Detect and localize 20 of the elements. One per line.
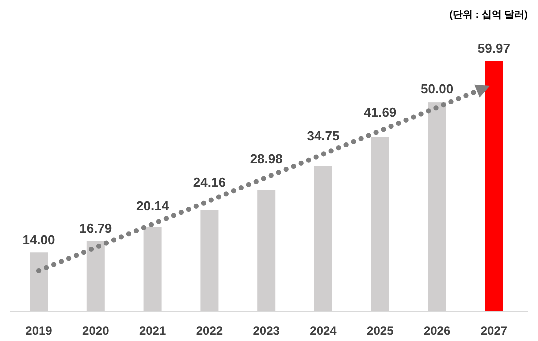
x-tick-label: 2019 — [26, 324, 53, 338]
data-label: 16.79 — [80, 221, 112, 236]
data-label: 24.16 — [193, 175, 226, 190]
data-label: 41.69 — [364, 105, 397, 120]
x-tick-label: 2025 — [367, 324, 394, 338]
data-label: 50.00 — [421, 82, 454, 97]
data-label: 28.98 — [250, 152, 283, 167]
data-label: 59.97 — [478, 41, 510, 56]
x-tick-label: 2024 — [310, 324, 338, 338]
bar — [485, 61, 504, 311]
data-label: 14.00 — [22, 232, 56, 248]
x-tick-label: 2022 — [196, 324, 224, 338]
x-tick-label: 2020 — [82, 324, 110, 338]
text: (단위 : 십억 달러) — [450, 10, 528, 21]
x-tick-label: 2023 — [253, 324, 280, 338]
x-tick-label: 2026 — [424, 324, 451, 338]
data-label: 34.75 — [307, 128, 340, 144]
x-tick-label: 2021 — [139, 324, 166, 338]
x-tick-label: 2027 — [480, 324, 508, 338]
data-label: 20.14 — [136, 198, 170, 214]
